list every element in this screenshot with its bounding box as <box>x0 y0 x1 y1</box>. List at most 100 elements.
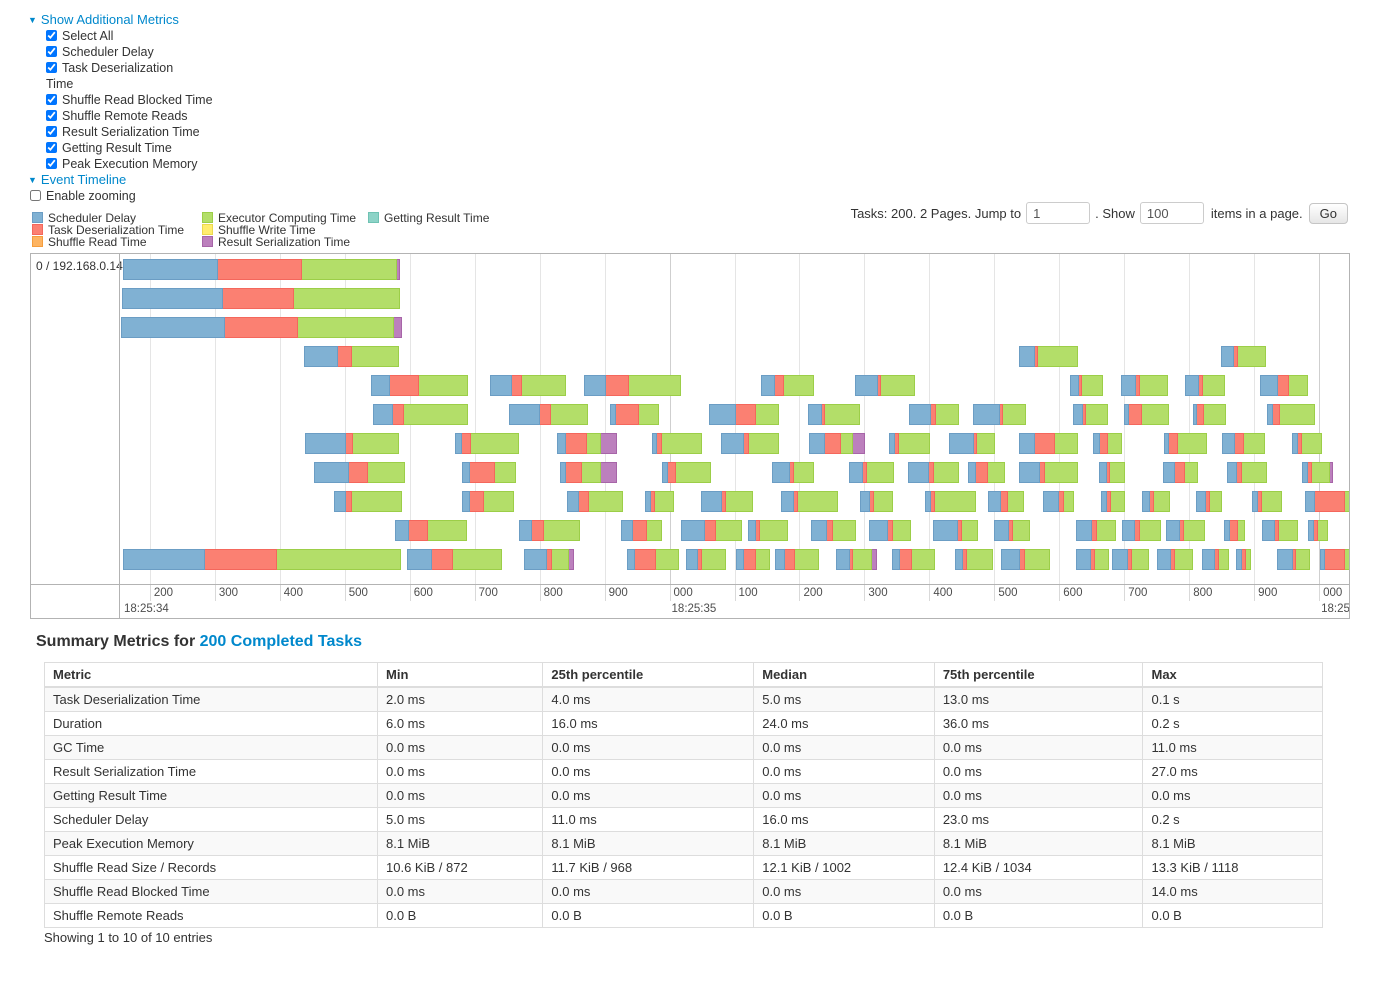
go-button[interactable]: Go <box>1308 202 1348 224</box>
metric-checkbox[interactable] <box>46 126 57 137</box>
event-timeline-toggle[interactable]: ▼ Event Timeline <box>28 172 126 187</box>
task-bar[interactable] <box>987 491 1024 512</box>
metric-checkbox-item[interactable]: Scheduler Delay <box>46 44 196 60</box>
metric-checkbox-item[interactable]: Shuffle Read Blocked Time <box>46 92 213 108</box>
task-bar[interactable] <box>771 462 815 483</box>
task-bar[interactable] <box>407 549 503 570</box>
task-bar[interactable] <box>1019 462 1079 483</box>
task-bar[interactable] <box>933 520 979 541</box>
metric-checkbox[interactable] <box>46 94 57 105</box>
show-additional-metrics-toggle[interactable]: ▼ Show Additional Metrics <box>28 12 179 27</box>
task-bar[interactable] <box>313 462 405 483</box>
task-bar[interactable] <box>1302 462 1334 483</box>
task-bar[interactable] <box>1124 404 1170 425</box>
task-bar[interactable] <box>652 433 703 454</box>
metric-checkbox[interactable] <box>46 158 57 169</box>
task-bar[interactable] <box>909 404 959 425</box>
task-bar[interactable] <box>1235 549 1251 570</box>
task-bar[interactable] <box>644 491 675 512</box>
task-bar[interactable] <box>1261 520 1298 541</box>
task-bar[interactable] <box>748 520 788 541</box>
task-bar[interactable] <box>1292 433 1323 454</box>
task-bar[interactable] <box>807 404 860 425</box>
task-bar[interactable] <box>566 491 623 512</box>
task-bar[interactable] <box>1156 549 1194 570</box>
task-bar[interactable] <box>1001 549 1051 570</box>
task-bar[interactable] <box>954 549 994 570</box>
task-bar[interactable] <box>948 433 996 454</box>
enable-zooming-checkbox[interactable] <box>30 190 41 201</box>
task-bar[interactable] <box>720 433 779 454</box>
metric-checkbox[interactable] <box>46 30 57 41</box>
task-bar[interactable] <box>304 346 399 367</box>
task-bar[interactable] <box>1308 520 1329 541</box>
task-bar[interactable] <box>907 462 959 483</box>
task-bar[interactable] <box>1226 462 1267 483</box>
task-bar[interactable] <box>1120 375 1169 396</box>
task-bar[interactable] <box>509 404 589 425</box>
task-bar[interactable] <box>334 491 402 512</box>
task-bar[interactable] <box>1043 491 1075 512</box>
metric-checkbox-item[interactable]: Result Serialization Time <box>46 124 200 140</box>
task-bar[interactable] <box>123 549 401 570</box>
task-bar[interactable] <box>559 462 618 483</box>
metric-checkbox-item[interactable]: Select All <box>46 28 196 44</box>
task-bar[interactable] <box>1111 549 1149 570</box>
task-bar[interactable] <box>123 259 400 280</box>
task-bar[interactable] <box>1162 462 1198 483</box>
task-bar[interactable] <box>1267 404 1316 425</box>
task-bar[interactable] <box>1193 404 1226 425</box>
task-bar[interactable] <box>461 462 517 483</box>
metric-checkbox-item[interactable]: Shuffle Remote Reads <box>46 108 196 124</box>
jump-to-page-input[interactable] <box>1026 202 1091 224</box>
task-bar[interactable] <box>489 375 567 396</box>
task-bar[interactable] <box>859 491 894 512</box>
task-bar[interactable] <box>621 520 662 541</box>
task-bar[interactable] <box>1276 549 1310 570</box>
task-bar[interactable] <box>1142 491 1171 512</box>
task-bar[interactable] <box>1166 520 1205 541</box>
task-bar[interactable] <box>1072 404 1109 425</box>
task-bar[interactable] <box>524 549 575 570</box>
task-bar[interactable] <box>370 375 468 396</box>
task-bar[interactable] <box>1252 491 1282 512</box>
task-bar[interactable] <box>708 404 779 425</box>
task-bar[interactable] <box>680 520 742 541</box>
metric-checkbox[interactable] <box>46 110 57 121</box>
task-bar[interactable] <box>1319 549 1349 570</box>
task-bar[interactable] <box>808 433 866 454</box>
metric-checkbox-item[interactable]: Task Deserialization <box>46 60 196 76</box>
task-bar[interactable] <box>305 433 399 454</box>
task-bar[interactable] <box>455 433 519 454</box>
task-bar[interactable] <box>700 491 753 512</box>
metric-checkbox[interactable] <box>46 46 57 57</box>
task-bar[interactable] <box>1184 375 1225 396</box>
task-bar[interactable] <box>1075 520 1116 541</box>
task-bar[interactable] <box>627 549 679 570</box>
items-per-page-input[interactable] <box>1139 202 1204 224</box>
task-bar[interactable] <box>925 491 977 512</box>
metric-checkbox-item[interactable]: Getting Result Time <box>46 140 196 156</box>
task-bar[interactable] <box>686 549 727 570</box>
task-bar[interactable] <box>584 375 682 396</box>
task-bar[interactable] <box>461 491 514 512</box>
task-bar[interactable] <box>1098 462 1126 483</box>
task-bar[interactable] <box>993 520 1031 541</box>
task-bar[interactable] <box>1260 375 1308 396</box>
task-bar[interactable] <box>1100 491 1125 512</box>
task-bar[interactable] <box>775 549 820 570</box>
task-bar[interactable] <box>891 549 935 570</box>
task-bar[interactable] <box>1019 346 1079 367</box>
task-bar[interactable] <box>1076 549 1110 570</box>
metric-checkbox[interactable] <box>46 62 57 73</box>
task-bar[interactable] <box>120 317 403 338</box>
task-bar[interactable] <box>395 520 467 541</box>
task-bar[interactable] <box>609 404 659 425</box>
enable-zooming-option[interactable]: Enable zooming <box>30 189 136 203</box>
task-bar[interactable] <box>855 375 916 396</box>
task-bar[interactable] <box>1221 346 1266 367</box>
task-bar[interactable] <box>835 549 878 570</box>
task-bar[interactable] <box>736 549 771 570</box>
completed-tasks-link[interactable]: 200 Completed Tasks <box>199 633 363 650</box>
task-bar[interactable] <box>889 433 931 454</box>
